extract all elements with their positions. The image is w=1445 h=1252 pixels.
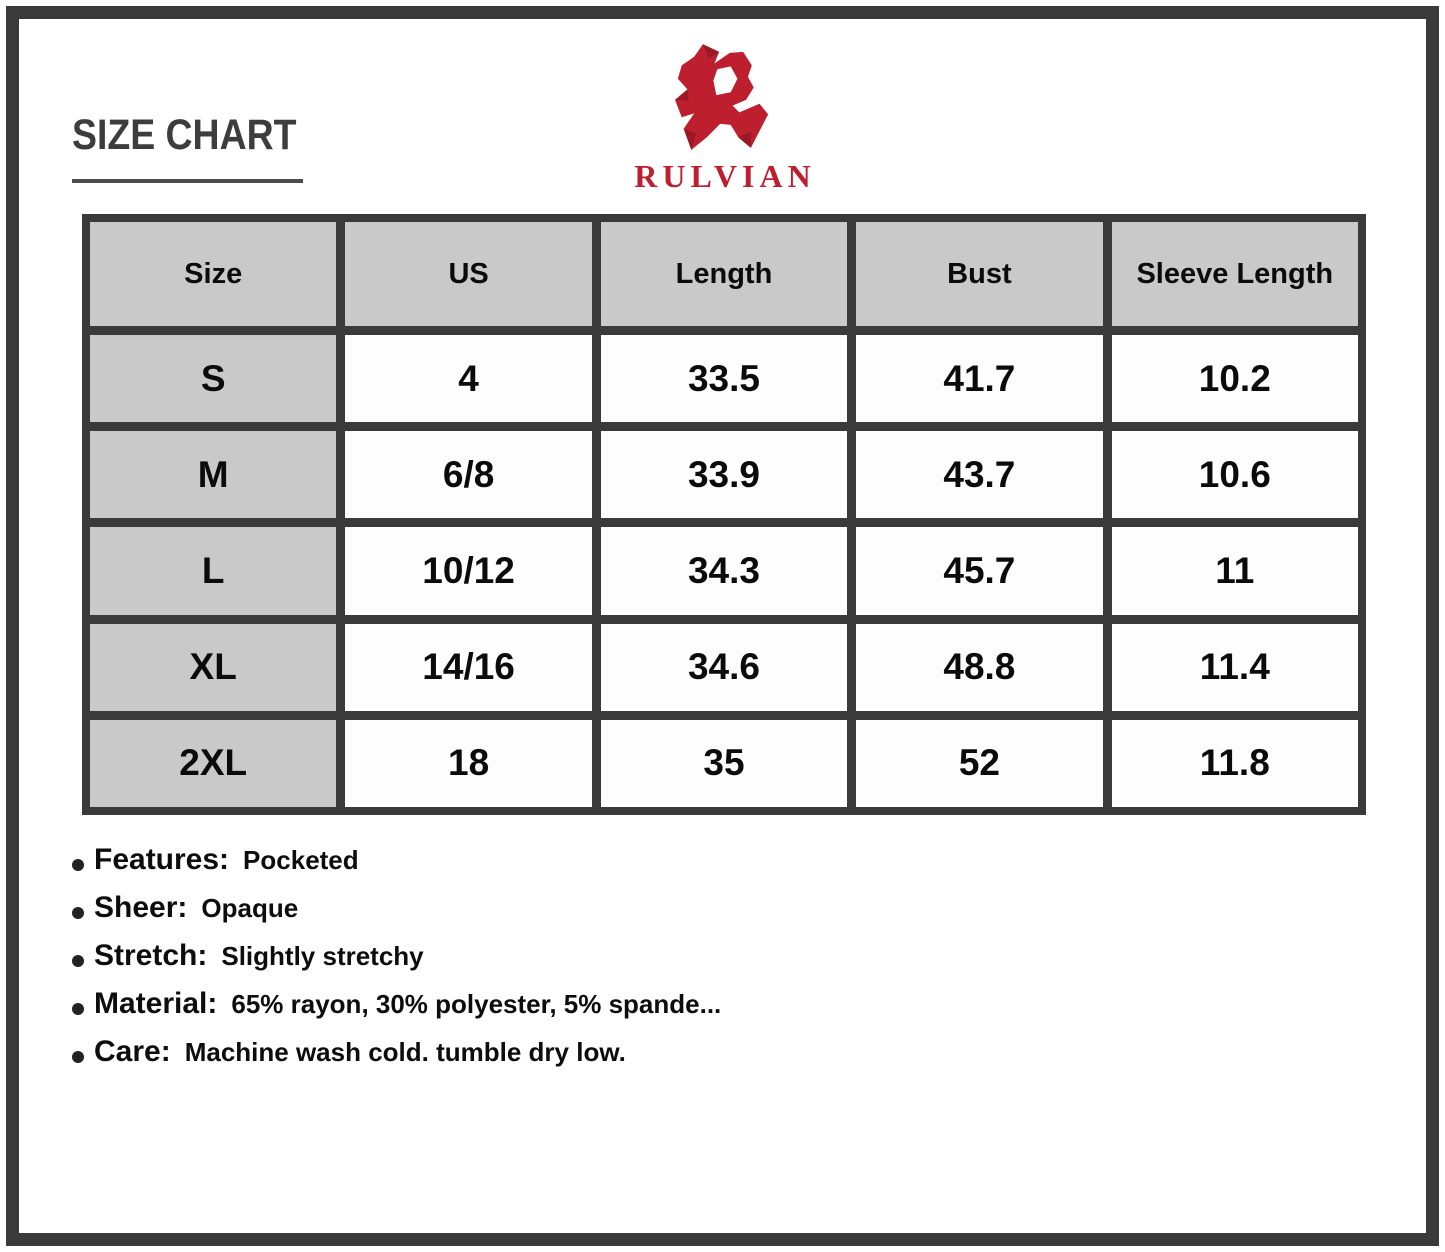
detail-label: Features: (94, 843, 230, 876)
detail-value: 65% rayon, 30% polyester, 5% spande... (231, 989, 722, 1019)
detail-item-stretch: Stretch: Slightly stretchy (72, 939, 721, 987)
size-cell: S (90, 335, 337, 423)
header-cell-size: Size (90, 222, 337, 326)
detail-item-care: Care: Machine wash cold. tumble dry low. (72, 1035, 721, 1083)
detail-label: Sheer: (94, 891, 188, 924)
value-cell: 52 (856, 719, 1103, 807)
value-cell: 14/16 (345, 623, 592, 711)
detail-item-features: Features: Pocketed (72, 843, 721, 891)
value-cell: 10/12 (345, 527, 592, 615)
size-cell: L (90, 527, 337, 615)
title-underline (72, 179, 303, 183)
page-title: SIZE CHART (72, 111, 297, 159)
value-cell: 34.6 (600, 623, 848, 711)
detail-label: Stretch: (94, 939, 208, 972)
detail-item-sheer: Sheer: Opaque (72, 891, 721, 939)
value-cell: 34.3 (600, 527, 848, 615)
detail-value: Pocketed (243, 845, 359, 875)
bullet-icon (72, 1003, 84, 1015)
value-cell: 45.7 (856, 527, 1103, 615)
detail-value: Machine wash cold. tumble dry low. (184, 1037, 626, 1067)
product-details-list: Features: Pocketed Sheer: Opaque Stretch… (72, 843, 721, 1083)
size-cell: XL (90, 623, 337, 711)
value-cell: 48.8 (856, 623, 1103, 711)
value-cell: 18 (345, 719, 592, 807)
detail-value: Slightly stretchy (221, 941, 424, 971)
value-cell: 10.6 (1111, 431, 1358, 519)
value-cell: 43.7 (856, 431, 1103, 519)
detail-label: Material: (94, 987, 218, 1020)
detail-value: Opaque (201, 893, 299, 923)
bullet-icon (72, 859, 84, 871)
size-cell: 2XL (90, 719, 337, 807)
value-cell: 11 (1111, 527, 1358, 615)
size-cell: M (90, 431, 337, 519)
rulvian-r-logo-icon (674, 44, 768, 150)
size-table: Size US Length Bust Sleeve Length S 4 33… (82, 214, 1366, 815)
bullet-icon (72, 955, 84, 967)
detail-label: Care: (94, 1035, 171, 1068)
value-cell: 33.5 (600, 335, 848, 423)
title-block: SIZE CHART (72, 114, 330, 183)
header-cell-us: US (345, 222, 592, 326)
detail-item-material: Material: 65% rayon, 30% polyester, 5% s… (72, 987, 721, 1035)
value-cell: 35 (600, 719, 848, 807)
value-cell: 4 (345, 335, 592, 423)
bullet-icon (72, 907, 84, 919)
header-cell-sleeve: Sleeve Length (1111, 222, 1358, 326)
value-cell: 6/8 (345, 431, 592, 519)
value-cell: 33.9 (600, 431, 848, 519)
value-cell: 10.2 (1111, 335, 1358, 423)
value-cell: 11.4 (1111, 623, 1358, 711)
header-cell-bust: Bust (856, 222, 1103, 326)
value-cell: 11.8 (1111, 719, 1358, 807)
bullet-icon (72, 1051, 84, 1063)
value-cell: 41.7 (856, 335, 1103, 423)
header-cell-length: Length (600, 222, 848, 326)
brand-logo: RULVIAN (0, 44, 1445, 195)
brand-wordmark: RULVIAN (634, 158, 816, 194)
